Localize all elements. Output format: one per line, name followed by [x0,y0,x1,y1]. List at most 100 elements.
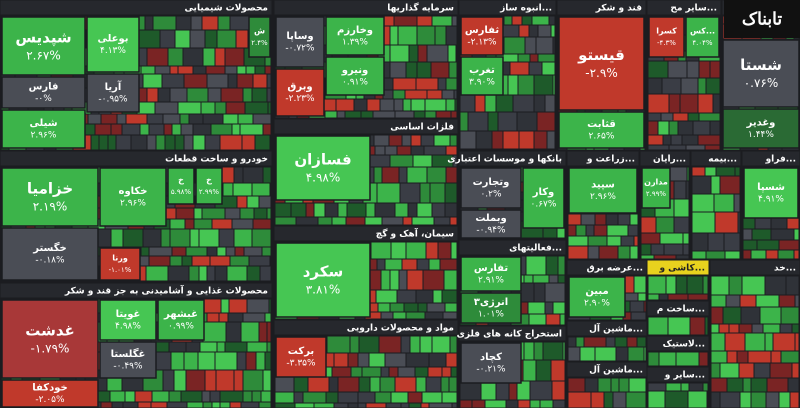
small-stock [416,202,433,218]
small-stock [533,282,546,303]
small-stock [236,195,248,209]
small-stock [661,77,682,95]
small-stock [628,377,647,393]
small-stock [404,89,428,100]
sector-title: فلزات اساسی [390,123,454,133]
small-stock [557,255,566,276]
sector-header [646,335,710,352]
stock-change: -۳.۳۵% [286,359,316,369]
small-stock [429,182,446,204]
stock-change: ۴.۹۸% [306,171,341,185]
small-stock [90,134,100,151]
small-stock [274,216,297,226]
small-stock [162,113,181,125]
small-stock [331,366,352,378]
small-stock [618,377,630,393]
small-stock [751,228,772,241]
small-stock [206,246,218,257]
small-stock [144,15,154,31]
small-stock [668,120,679,136]
small-stock [459,399,473,408]
small-stock [567,391,592,408]
small-stock [667,316,691,336]
sector-title: محصولات غذایی و آشامیدنی به جز قند و شکر [64,285,268,297]
small-stock [532,274,550,284]
small-stock [317,216,333,226]
small-stock [449,216,458,226]
small-stock [750,377,768,393]
small-stock [188,113,204,125]
small-stock [709,120,721,136]
small-stock [425,376,442,393]
small-stock [313,202,326,218]
small-stock [175,15,192,31]
small-stock [620,235,635,247]
small-stock [444,302,458,313]
small-stock [173,369,187,392]
small-stock [445,77,458,91]
stock-change: -۱.۷۹% [31,342,70,356]
small-stock [584,377,599,393]
stock-name: تفارس [474,263,509,274]
small-stock [626,336,638,348]
small-stock [174,29,191,49]
small-stock [408,402,422,408]
small-stock [697,134,721,146]
small-stock [670,134,683,146]
stock-name: سکرد [303,263,344,281]
small-stock [251,228,272,248]
stock-tile [157,299,205,341]
small-stock [719,175,741,195]
small-stock [709,60,721,79]
small-stock [373,166,383,184]
small-stock [399,182,421,204]
small-stock [405,241,427,260]
sector-title: بانکها و موسسات اعتباری [447,155,562,165]
small-stock [675,351,700,367]
small-stock [522,359,537,382]
stock-change: ۰.۲% [480,190,502,200]
small-stock [516,111,538,132]
small-stock [262,166,272,184]
small-stock [617,213,631,226]
small-stock [552,74,556,96]
stock-name: مبین [585,286,608,297]
small-stock [396,145,412,156]
stock-tile [1,109,86,149]
small-stock [154,101,179,115]
small-stock [664,390,689,408]
small-stock [640,243,652,256]
small-stock [425,241,439,260]
small-stock [209,255,231,267]
small-stock [714,211,739,234]
small-stock [333,352,349,368]
small-stock [245,351,257,371]
sector-header [690,150,742,167]
stock-change: ۱.۳۹% [342,38,368,48]
stock-name: سپید [591,180,615,191]
small-stock [431,15,453,27]
small-stock [379,98,395,112]
small-stock [673,180,687,200]
stock-change: -۰.۴۹% [113,362,143,372]
stock-name: غویتا [116,309,141,320]
small-stock [353,98,368,112]
small-stock [182,47,204,67]
sector-title: مواد و محصولات دارویی [347,324,454,334]
small-stock [529,380,553,401]
small-stock [407,202,418,218]
small-stock [204,134,221,151]
small-stock [718,323,730,334]
stock-name: خ [206,176,212,185]
small-stock [772,332,796,352]
small-stock [480,380,497,401]
small-stock [186,87,209,103]
stock-tile [99,299,157,341]
small-stock [710,275,730,296]
small-stock [344,110,362,119]
small-stock [710,377,728,393]
small-stock [710,391,721,408]
small-stock [444,202,458,218]
small-stock [535,359,552,382]
small-stock [251,390,262,403]
